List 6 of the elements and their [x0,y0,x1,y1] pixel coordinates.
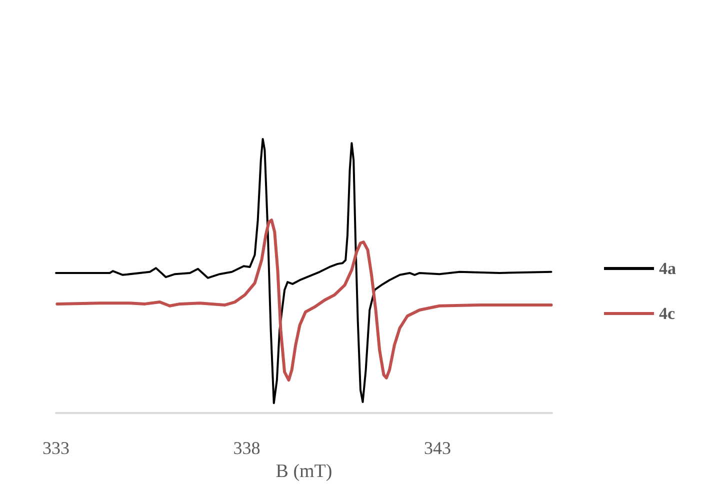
x-tick-label: 338 [233,438,260,458]
x-tick-label: 333 [42,438,70,458]
x-axis-title: B (mT) [276,460,332,482]
x-tick-label: 343 [424,438,452,458]
legend-label: 4c [659,304,676,323]
legend-label: 4a [659,259,676,278]
